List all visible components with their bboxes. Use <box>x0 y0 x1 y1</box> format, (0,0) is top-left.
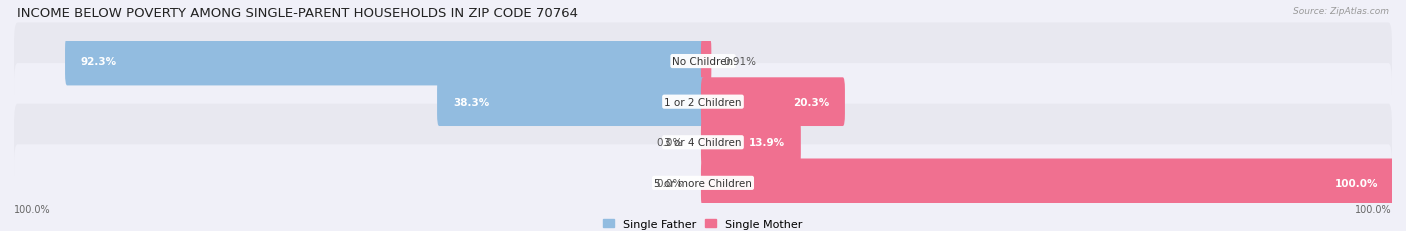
Text: 20.3%: 20.3% <box>793 97 830 107</box>
Text: 0.0%: 0.0% <box>657 178 682 188</box>
Text: 3 or 4 Children: 3 or 4 Children <box>664 138 742 148</box>
Text: 100.0%: 100.0% <box>1355 204 1392 214</box>
FancyBboxPatch shape <box>14 64 1392 141</box>
Text: 1 or 2 Children: 1 or 2 Children <box>664 97 742 107</box>
Text: 13.9%: 13.9% <box>749 138 785 148</box>
FancyBboxPatch shape <box>14 104 1392 181</box>
FancyBboxPatch shape <box>702 159 1393 207</box>
Text: 0.91%: 0.91% <box>724 57 756 67</box>
FancyBboxPatch shape <box>65 38 704 86</box>
FancyBboxPatch shape <box>437 78 704 127</box>
Text: 100.0%: 100.0% <box>14 204 51 214</box>
Text: 5 or more Children: 5 or more Children <box>654 178 752 188</box>
Text: 100.0%: 100.0% <box>1334 178 1378 188</box>
FancyBboxPatch shape <box>702 119 801 167</box>
FancyBboxPatch shape <box>702 38 711 86</box>
Text: Source: ZipAtlas.com: Source: ZipAtlas.com <box>1294 7 1389 16</box>
Text: 0.0%: 0.0% <box>657 138 682 148</box>
FancyBboxPatch shape <box>14 145 1392 222</box>
Text: INCOME BELOW POVERTY AMONG SINGLE-PARENT HOUSEHOLDS IN ZIP CODE 70764: INCOME BELOW POVERTY AMONG SINGLE-PARENT… <box>17 7 578 20</box>
FancyBboxPatch shape <box>702 78 845 127</box>
Text: 92.3%: 92.3% <box>82 57 117 67</box>
FancyBboxPatch shape <box>14 23 1392 100</box>
Text: 38.3%: 38.3% <box>453 97 489 107</box>
Legend: Single Father, Single Mother: Single Father, Single Mother <box>599 214 807 231</box>
Text: No Children: No Children <box>672 57 734 67</box>
